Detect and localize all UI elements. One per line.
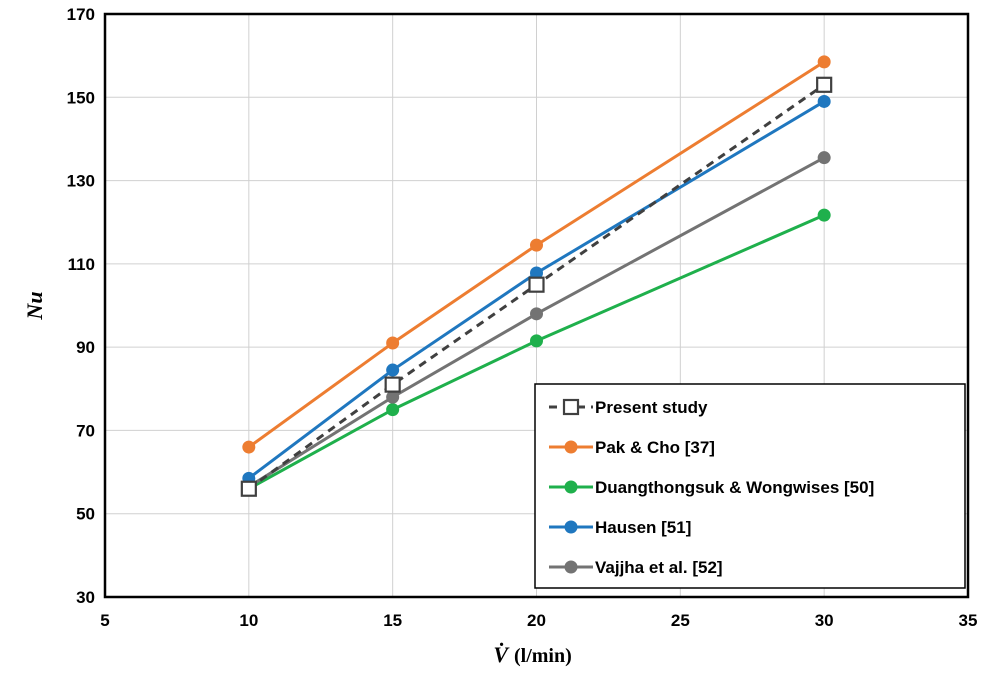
x-tick-label: 25 xyxy=(671,611,690,630)
data-point xyxy=(384,376,401,393)
y-tick-label: 70 xyxy=(76,421,95,440)
y-tick-label: 50 xyxy=(76,505,95,524)
legend-marker xyxy=(564,440,578,454)
series-pak-cho-37 xyxy=(242,55,831,454)
legend-marker xyxy=(564,560,578,574)
data-point xyxy=(530,307,543,321)
data-point xyxy=(530,238,543,252)
data-point xyxy=(242,440,256,454)
tick-labels: 5 10 15 20 25 30 35 30 50 70 90 110 130 150 170 xyxy=(67,5,978,630)
data-point xyxy=(817,208,831,222)
x-axis-unit: (l/min) xyxy=(514,645,572,667)
legend-marker xyxy=(564,480,578,494)
series-line xyxy=(247,83,826,490)
y-axis-title: Nu xyxy=(22,291,47,320)
legend-marker xyxy=(564,520,578,534)
legend-item: Pak & Cho [37] xyxy=(549,438,715,457)
series-line xyxy=(247,60,825,449)
y-tick-label: 90 xyxy=(76,338,95,357)
y-tick-label: 30 xyxy=(76,588,95,607)
x-tick-label: 15 xyxy=(383,611,402,630)
data-point xyxy=(386,363,400,377)
data-point xyxy=(530,266,543,280)
series-line xyxy=(248,156,825,488)
series-line xyxy=(247,100,825,480)
legend-marker xyxy=(562,398,580,416)
legend-item: Vajjha et al. [52] xyxy=(549,558,723,577)
legend-item: Hausen [51] xyxy=(549,518,691,537)
legend-label: Hausen [51] xyxy=(595,518,691,537)
data-point xyxy=(530,334,543,348)
series-present-study xyxy=(240,76,833,497)
y-tick-label: 110 xyxy=(68,255,95,274)
data-point xyxy=(817,55,831,69)
plot-frame xyxy=(103,12,970,599)
data-point xyxy=(817,151,831,165)
legend-label: Duangthongsuk & Wongwises [50] xyxy=(595,478,874,497)
y-tick-label: 130 xyxy=(67,172,95,191)
legend-box xyxy=(534,383,966,589)
x-axis-symbol: V̇ xyxy=(493,642,510,667)
legend-label: Present study xyxy=(595,398,708,417)
legend-item: Duangthongsuk & Wongwises [50] xyxy=(549,478,874,497)
x-tick-label: 35 xyxy=(959,611,978,630)
legend: Present study Pak & Cho [37] Duangthongsuk… xyxy=(534,383,966,589)
x-tick-label: 20 xyxy=(527,611,546,630)
data-point xyxy=(817,94,831,108)
x-tick-label: 5 xyxy=(100,611,109,630)
series-hausen-51 xyxy=(242,94,831,485)
x-tick-label: 10 xyxy=(239,611,258,630)
legend-item: Present study xyxy=(549,398,708,417)
legend-label: Pak & Cho [37] xyxy=(595,438,715,457)
x-axis-title: V̇ (l/min) xyxy=(493,642,571,667)
series-line xyxy=(248,213,825,491)
y-tick-label: 150 xyxy=(67,88,95,107)
series-layer xyxy=(240,55,833,497)
x-tick-label: 30 xyxy=(815,611,834,630)
data-point xyxy=(386,403,400,417)
data-point xyxy=(386,390,400,404)
y-tick-label: 170 xyxy=(67,5,95,24)
legend-label: Vajjha et al. [52] xyxy=(595,558,723,577)
data-point xyxy=(386,336,400,350)
data-point xyxy=(528,276,545,293)
data-point xyxy=(816,76,833,93)
data-point xyxy=(240,480,257,497)
